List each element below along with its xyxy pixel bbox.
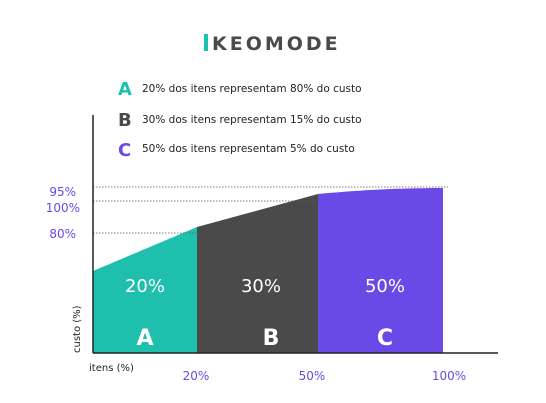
logo-text: KEOMODE [212, 33, 341, 55]
x-tick-label: 50% [299, 369, 326, 383]
y-tick-label: 100% [46, 201, 80, 215]
axes [92, 115, 498, 354]
legend-text-a: 20% dos itens representam 80% do custo [142, 83, 362, 95]
logo: KEOMODE [204, 33, 341, 55]
y-ticks: 95% 100% 80% [46, 185, 80, 241]
y-axis-label: custo (%) [72, 305, 83, 353]
segment-b-pct: 30% [241, 276, 281, 297]
x-tick-label: 100% [432, 369, 466, 383]
segment-b-letter: B [263, 326, 280, 351]
segment-labels: 20% 30% 50% A B C [125, 276, 405, 351]
x-ticks: 20% 50% 100% [183, 369, 466, 383]
legend-text-b: 30% dos itens representam 15% do custo [142, 114, 362, 126]
segment-c-area [318, 188, 443, 353]
legend-item-b: B 30% dos itens representam 15% do custo [118, 110, 362, 131]
segment-c-pct: 50% [365, 276, 405, 297]
legend-letter-a: A [118, 79, 132, 100]
legend: A 20% dos itens representam 80% do custo… [118, 79, 362, 161]
y-tick-label: 95% [49, 185, 76, 199]
x-tick-label: 20% [183, 369, 210, 383]
segment-a-area [93, 227, 197, 353]
segments [93, 188, 443, 353]
legend-letter-b: B [118, 110, 132, 131]
logo-accent-mark [204, 34, 208, 51]
reference-lines [93, 186, 448, 234]
legend-item-a: A 20% dos itens representam 80% do custo [118, 79, 362, 100]
segment-a-pct: 20% [125, 276, 165, 297]
legend-letter-c: C [118, 140, 131, 161]
legend-text-c: 50% dos itens representam 5% do custo [142, 143, 355, 155]
legend-item-c: C 50% dos itens representam 5% do custo [118, 140, 355, 161]
x-axis-label: itens (%) [89, 363, 134, 374]
segment-b-area [197, 194, 318, 353]
segment-a-letter: A [136, 326, 153, 351]
y-tick-label: 80% [49, 227, 76, 241]
segment-c-letter: C [377, 326, 393, 351]
